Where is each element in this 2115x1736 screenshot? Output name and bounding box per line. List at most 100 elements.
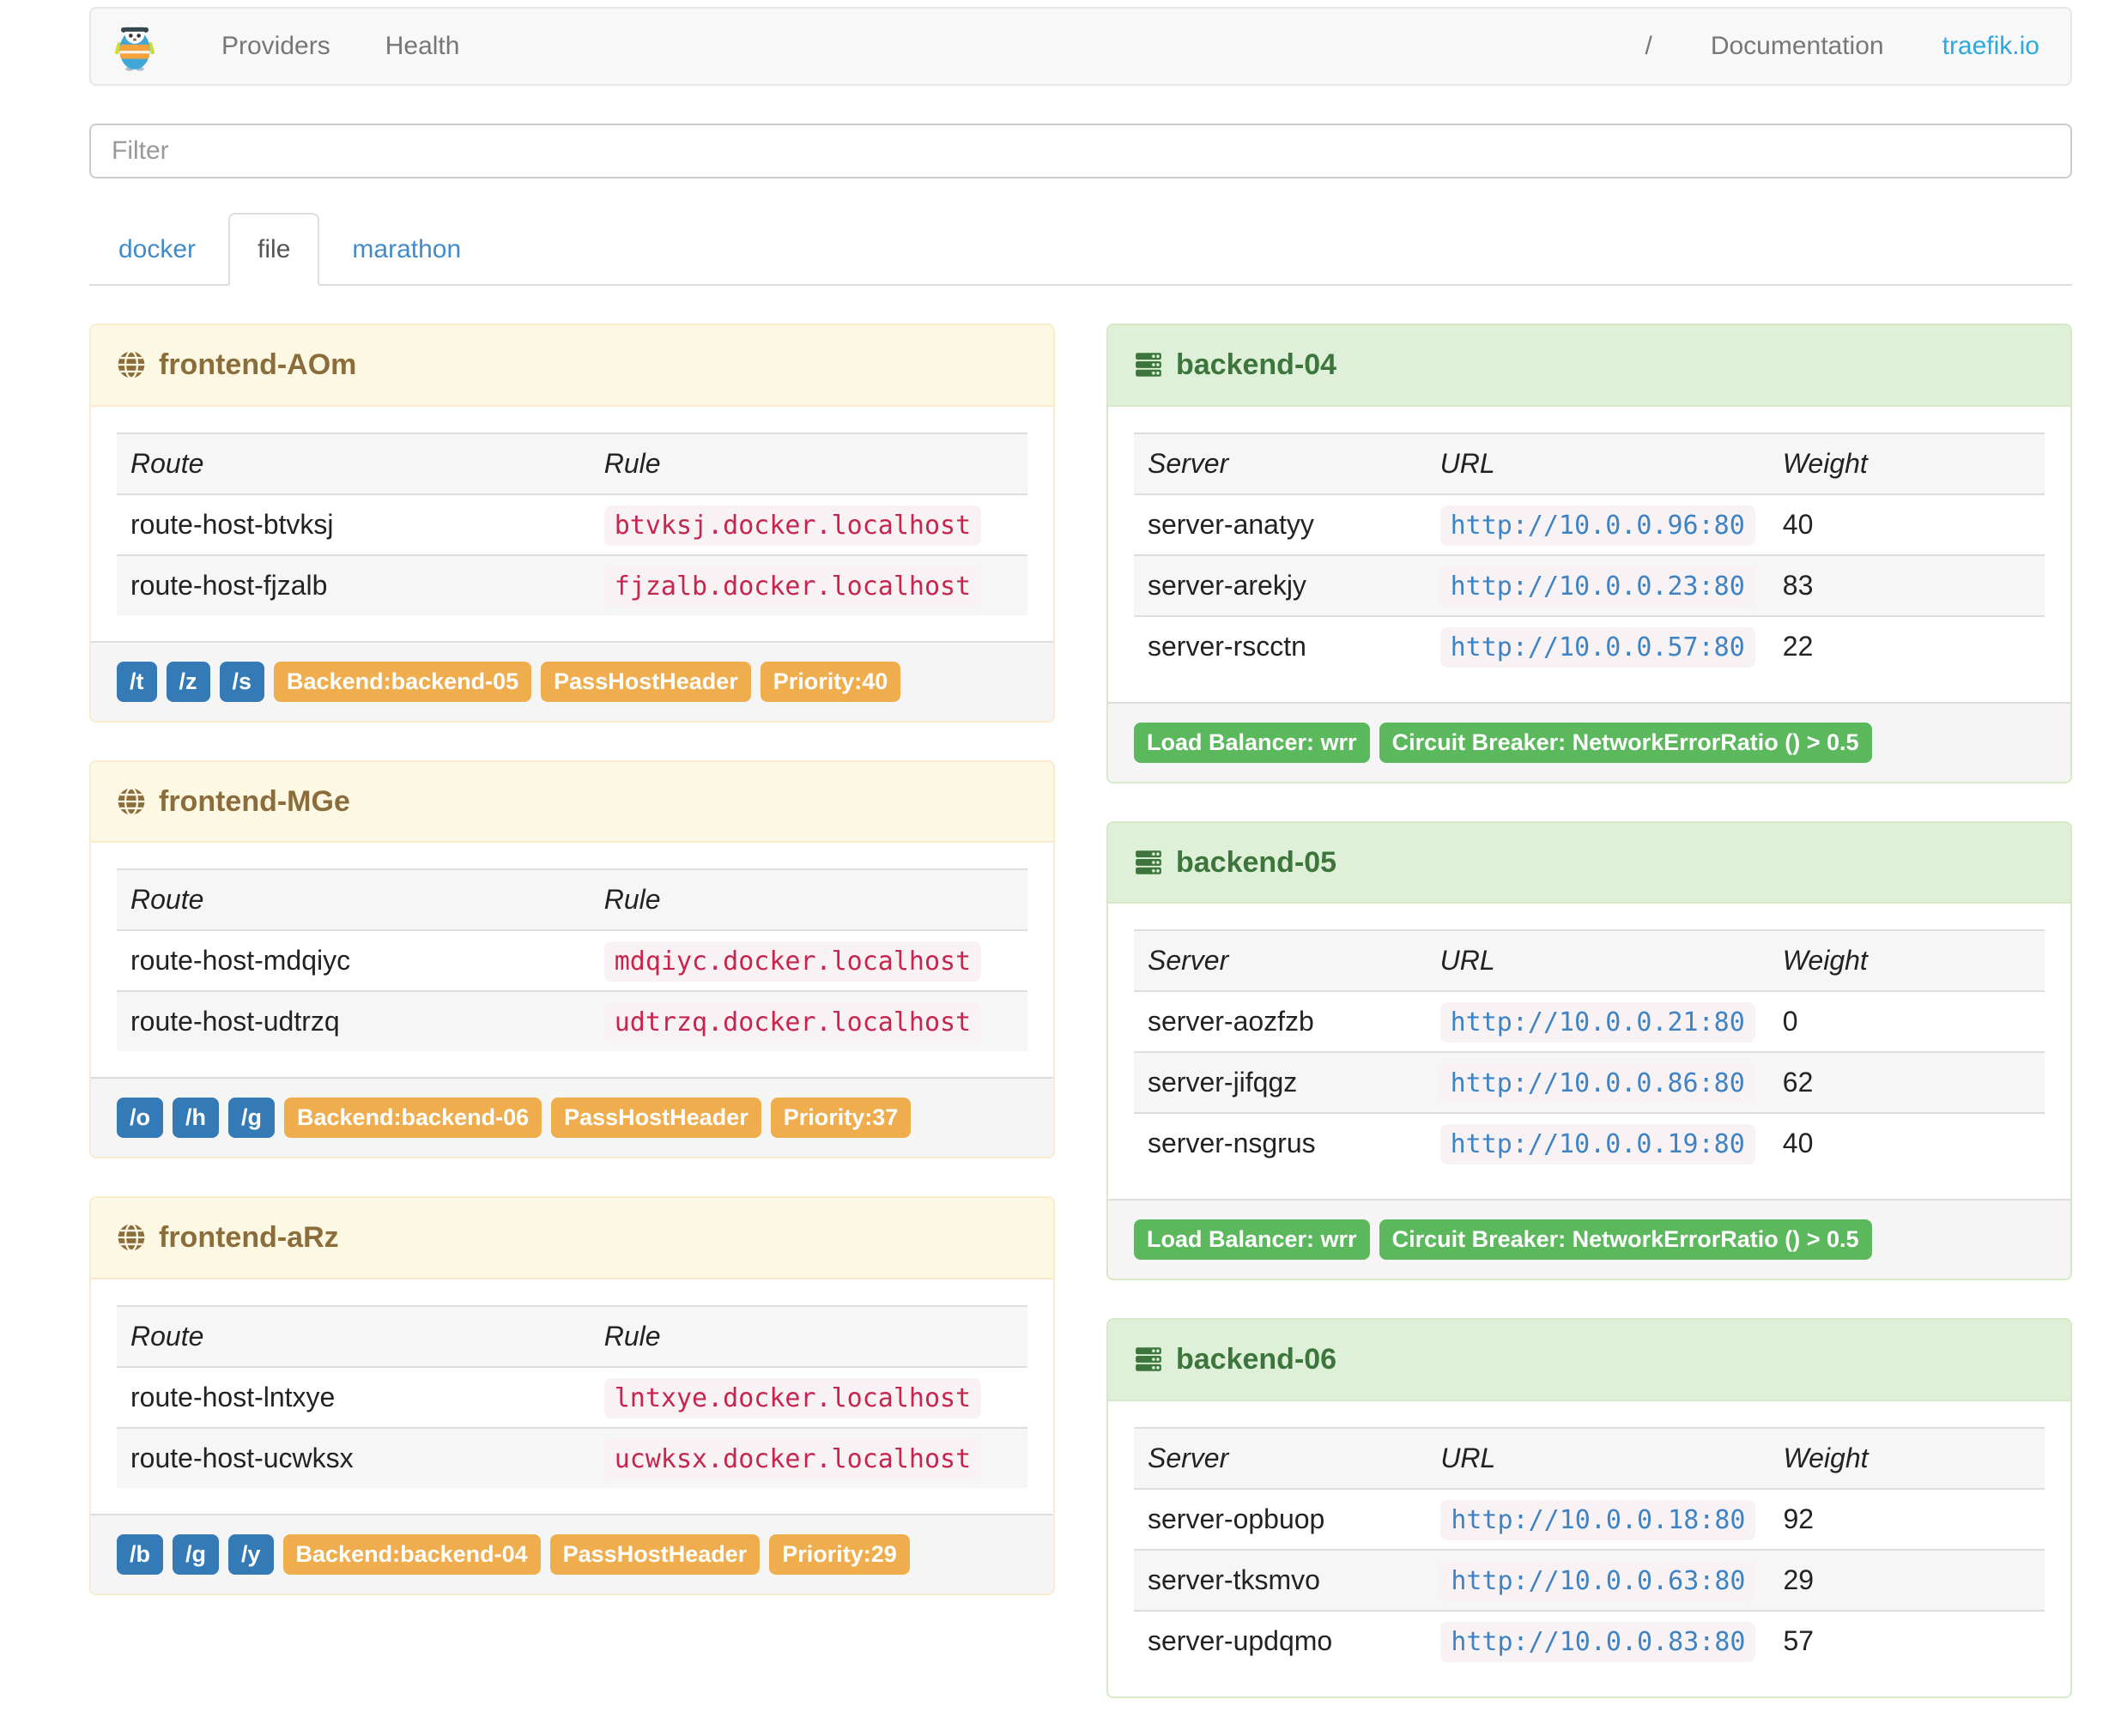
server-name: server-tksmvo (1148, 1564, 1320, 1595)
server-url-link[interactable]: http://10.0.0.83:80 (1440, 1621, 1756, 1662)
frontend-panel: frontend-MGe Route Rule route-host-mdqiy… (89, 759, 1055, 1158)
tab-file[interactable]: file (228, 213, 320, 286)
backend-panel: backend-04 Server URL Weight server-anat… (1106, 324, 2072, 783)
table-row: route-host-udtrzq udtrzq.docker.localhos… (117, 991, 1027, 1051)
passhostheader-badge: PassHostHeader (551, 1098, 761, 1138)
nav-root-link[interactable]: / (1645, 32, 1652, 60)
traefik-logo-icon[interactable] (115, 21, 155, 71)
col-url: URL (1440, 1442, 1496, 1473)
route-name: route-host-mdqiyc (130, 945, 351, 977)
server-name: server-nsgrus (1148, 1128, 1316, 1159)
nav-traefik-io[interactable]: traefik.io (1942, 32, 2039, 60)
content: frontend-AOm Route Rule route-host-btvks… (89, 324, 2072, 1736)
col-weight: Weight (1782, 447, 1868, 479)
nav-health[interactable]: Health (385, 32, 460, 60)
entrypoint-badge: /g (228, 1098, 275, 1138)
server-weight: 92 (1783, 1503, 1815, 1534)
passhostheader-badge: PassHostHeader (549, 1533, 761, 1575)
entrypoint-badge: /h (173, 1098, 219, 1138)
load-balancer-badge: Load Balancer: wrr (1134, 1219, 1370, 1260)
server-url-link[interactable]: http://10.0.0.96:80 (1439, 505, 1755, 546)
server-url-link[interactable]: http://10.0.0.18:80 (1440, 1499, 1756, 1540)
panel-footer: /t /z /s Backend:backend-05 PassHostHead… (91, 640, 1053, 721)
rule-value: fjzalb.docker.localhost (603, 566, 982, 607)
globe-icon (117, 1223, 146, 1252)
server-name: server-jifqgz (1148, 1067, 1298, 1098)
nav-providers[interactable]: Providers (221, 32, 330, 60)
nav-documentation[interactable]: Documentation (1710, 32, 1884, 60)
server-icon (1134, 848, 1163, 877)
frontend-panel-heading: frontend-aRz (91, 1198, 1053, 1279)
entrypoint-badge: /g (173, 1533, 219, 1575)
col-url: URL (1439, 945, 1495, 976)
server-url-link[interactable]: http://10.0.0.57:80 (1439, 626, 1755, 668)
tab-docker[interactable]: docker (118, 235, 197, 263)
backend-panel: backend-05 Server URL Weight server-aozf… (1106, 820, 2072, 1280)
server-url-link[interactable]: http://10.0.0.86:80 (1439, 1063, 1755, 1104)
col-weight: Weight (1782, 945, 1868, 976)
provider-tabs: docker file marathon (89, 213, 2072, 286)
entrypoint-badge: /s (219, 661, 265, 702)
col-route: Route (130, 447, 204, 479)
server-icon (1134, 350, 1163, 379)
server-weight: 0 (1782, 1006, 1798, 1037)
panel-body: Route Rule route-host-mdqiyc mdqiyc.dock… (91, 843, 1053, 1077)
table-row: server-opbuop http://10.0.0.18:80 92 (1134, 1488, 2045, 1550)
server-weight: 62 (1782, 1067, 1814, 1098)
globe-icon (117, 787, 146, 816)
col-server: Server (1148, 447, 1229, 479)
col-weight: Weight (1783, 1442, 1869, 1473)
table-row: server-updqmo http://10.0.0.83:80 57 (1134, 1610, 2045, 1671)
panel-footer: /o /h /g Backend:backend-06 PassHostHead… (91, 1077, 1053, 1157)
page: Providers Health / Documentation traefik… (89, 7, 2072, 1736)
server-url-link[interactable]: http://10.0.0.21:80 (1439, 1002, 1755, 1043)
table-row: route-host-fjzalb fjzalb.docker.localhos… (117, 554, 1027, 615)
table-row: route-host-btvksj btvksj.docker.localhos… (117, 493, 1027, 555)
col-rule: Rule (603, 447, 661, 479)
col-rule: Rule (603, 1320, 661, 1352)
load-balancer-badge: Load Balancer: wrr (1134, 722, 1370, 763)
navbar-left: Providers Health (115, 21, 487, 71)
backend-panel: backend-06 Server URL Weight server-opbu… (1106, 1318, 2072, 1698)
panel-footer: Load Balancer: wrr Circuit Breaker: Netw… (1108, 701, 2070, 782)
panel-body: Server URL Weight server-aozfzb http://1… (1108, 904, 2070, 1199)
server-url-link[interactable]: http://10.0.0.63:80 (1440, 1560, 1756, 1601)
server-url-link[interactable]: http://10.0.0.23:80 (1439, 566, 1755, 607)
col-server: Server (1148, 945, 1229, 976)
route-name: route-host-btvksj (130, 508, 334, 540)
table-header-row: Server URL Weight (1134, 930, 2045, 991)
panel-title: frontend-MGe (159, 784, 350, 818)
passhostheader-badge: PassHostHeader (541, 661, 751, 702)
frontend-panel: frontend-AOm Route Rule route-host-btvks… (89, 324, 1055, 723)
server-weight: 57 (1783, 1624, 1815, 1656)
col-server: Server (1148, 1442, 1229, 1473)
server-weight: 40 (1782, 1128, 1814, 1159)
routes-table: Route Rule route-host-mdqiyc mdqiyc.dock… (117, 868, 1027, 1051)
table-header-row: Route Rule (117, 432, 1027, 494)
server-weight: 40 (1782, 508, 1814, 540)
panel-body: Server URL Weight server-opbuop http://1… (1108, 1401, 2070, 1697)
server-url-link[interactable]: http://10.0.0.19:80 (1439, 1124, 1755, 1164)
entrypoint-badge: /o (117, 1098, 163, 1138)
tab-marathon[interactable]: marathon (352, 235, 462, 263)
entrypoint-badge: /z (166, 661, 210, 702)
frontend-panel-heading: frontend-MGe (91, 761, 1053, 843)
col-route: Route (130, 884, 204, 915)
col-route: Route (130, 1320, 204, 1352)
filter-input[interactable] (89, 124, 2072, 178)
circuit-breaker-badge: Circuit Breaker: NetworkErrorRatio () > … (1379, 1219, 1872, 1260)
table-header-row: Server URL Weight (1134, 1427, 2045, 1489)
server-icon (1134, 1345, 1163, 1374)
table-row: route-host-ucwksx ucwksx.docker.localhos… (117, 1427, 1027, 1488)
backend-ref-badge: Backend:backend-04 (282, 1533, 541, 1575)
route-name: route-host-udtrzq (130, 1006, 340, 1037)
priority-badge: Priority:37 (770, 1098, 912, 1138)
panel-title: frontend-aRz (159, 1221, 339, 1254)
panel-footer: /b /g /y Backend:backend-04 PassHostHead… (91, 1513, 1053, 1594)
table-row: server-tksmvo http://10.0.0.63:80 29 (1134, 1549, 2045, 1611)
table-row: server-arekjy http://10.0.0.23:80 83 (1134, 554, 2045, 616)
panel-body: Route Rule route-host-lntxye lntxye.dock… (91, 1279, 1053, 1514)
col-url: URL (1439, 447, 1495, 479)
rule-value: ucwksx.docker.localhost (603, 1438, 982, 1479)
table-row: server-aozfzb http://10.0.0.21:80 0 (1134, 991, 2045, 1052)
